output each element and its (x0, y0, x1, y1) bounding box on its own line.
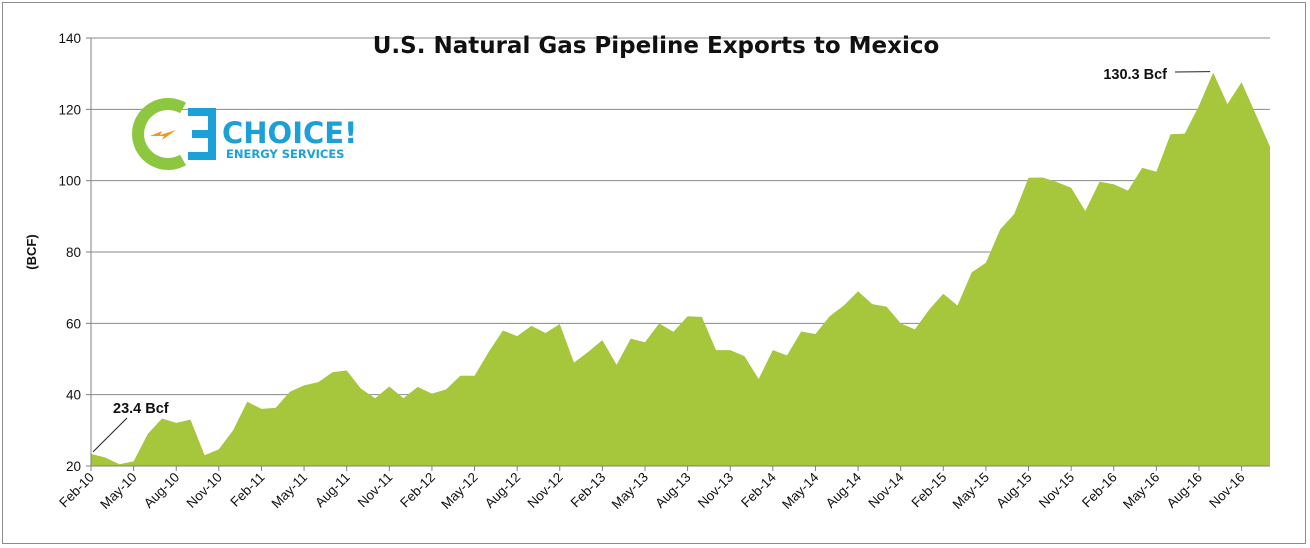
x-tick-label: Feb-14 (738, 469, 779, 510)
logo-name: CHOICE! (222, 116, 357, 150)
y-tick-labels: 20 40 60 80 100 120 140 (58, 31, 81, 474)
y-tick-label: 60 (66, 316, 81, 331)
x-tick-label: Nov-14 (865, 469, 907, 511)
x-tick-label: May-11 (268, 470, 310, 512)
x-tick-label: Nov-12 (524, 470, 565, 511)
x-tick-label: Feb-11 (227, 470, 267, 510)
y-tick-label: 20 (66, 459, 81, 474)
x-tick-label: Feb-13 (568, 470, 609, 511)
x-tick-label: Aug-16 (1164, 470, 1205, 511)
x-tick-label: Nov-10 (184, 470, 225, 511)
chart-title: U.S. Natural Gas Pipeline Exports to Mex… (373, 33, 940, 59)
series-area (91, 72, 1270, 466)
x-tick-label: Feb-10 (56, 470, 97, 511)
x-tick-label: Feb-16 (1079, 470, 1120, 511)
annotation-label: 130.3 Bcf (1103, 67, 1167, 83)
x-tick-label: Nov-11 (355, 470, 396, 511)
logo-bolt-icon (150, 130, 176, 140)
y-tick-label: 100 (58, 174, 81, 189)
logo-tagline: ENERGY SERVICES (226, 147, 344, 161)
area-layer (91, 72, 1270, 466)
x-tick-label: Aug-15 (993, 470, 1034, 511)
x-tick-label: Nov-13 (695, 470, 736, 511)
x-tick-label: Feb-12 (397, 470, 438, 511)
y-tick-label: 120 (58, 102, 81, 117)
x-tick-label: Aug-12 (482, 470, 523, 511)
x-tick-label: Feb-15 (909, 470, 950, 511)
x-tick-label: May-14 (779, 469, 822, 512)
x-tick-label: Aug-10 (141, 470, 182, 511)
choice-energy-logo: CHOICE! ENERGY SERVICES (132, 98, 357, 170)
axes (90, 38, 1270, 467)
logo-c-arc (132, 98, 186, 170)
y-axis-label: (BCF) (24, 234, 39, 269)
x-tick-label: May-13 (609, 470, 651, 512)
annotations: 23.4 Bcf 130.3 Bcf (92, 67, 1211, 453)
y-tick-label: 140 (58, 31, 81, 46)
x-tick-label: May-16 (1120, 470, 1162, 512)
x-tick-label: Aug-13 (652, 470, 693, 511)
x-tick-label: May-12 (438, 470, 480, 512)
annotation-label: 23.4 Bcf (113, 401, 169, 417)
x-tick-labels: Feb-10 May-10 Aug-10 Nov-10 Feb-11 May-11 Aug-… (56, 466, 1248, 512)
x-tick-label: Aug-11 (312, 470, 353, 511)
x-tick-label: May-15 (950, 470, 992, 512)
annotation-leader (92, 417, 128, 453)
x-tick-label: Aug-14 (823, 469, 865, 511)
logo-e-mark (188, 108, 216, 160)
y-tick-label: 80 (66, 245, 81, 260)
x-tick-label: May-10 (97, 470, 139, 512)
y-tick-label: 40 (66, 388, 81, 403)
x-tick-label: Nov-15 (1036, 470, 1077, 511)
x-tick-label: Nov-16 (1206, 470, 1247, 511)
